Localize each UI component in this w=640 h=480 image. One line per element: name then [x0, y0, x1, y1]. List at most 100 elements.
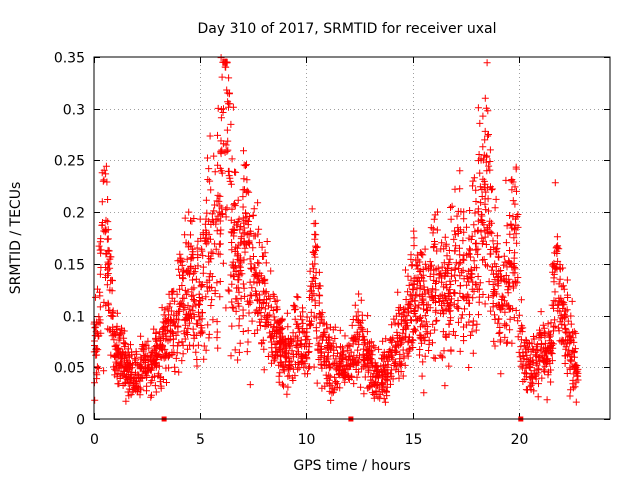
- data-point: [114, 345, 122, 353]
- data-point: [454, 297, 462, 304]
- data-point: [485, 162, 493, 170]
- data-point: [484, 132, 492, 140]
- data-point: [173, 309, 181, 317]
- data-point: [461, 305, 468, 313]
- data-point: [206, 132, 214, 140]
- data-point: [404, 272, 412, 280]
- data-point: [193, 356, 201, 363]
- data-point: [207, 248, 215, 256]
- data-point: [306, 267, 314, 275]
- data-point: [225, 74, 233, 82]
- data-point: [232, 243, 240, 251]
- data-point: [470, 257, 478, 265]
- data-point: [129, 388, 137, 396]
- data-point: [522, 345, 530, 353]
- data-point: [413, 284, 421, 292]
- data-point: [427, 224, 435, 232]
- data-point: [136, 384, 144, 392]
- data-point: [394, 288, 402, 296]
- data-point: [175, 368, 183, 376]
- data-point: [286, 339, 294, 347]
- data-point: [116, 359, 124, 367]
- data-point: [570, 328, 578, 336]
- data-point: [304, 349, 312, 356]
- data-point: [227, 180, 235, 188]
- data-point: [510, 314, 518, 322]
- data-point: [506, 326, 514, 334]
- data-point: [302, 340, 310, 348]
- data-point: [150, 325, 158, 333]
- data-point: [408, 262, 416, 270]
- data-point: [228, 246, 236, 254]
- data-point: [488, 185, 496, 193]
- data-point: [213, 328, 221, 336]
- data-point: [506, 315, 514, 323]
- data-point: [148, 373, 156, 381]
- data-point: [538, 340, 546, 348]
- data-point: [242, 209, 249, 217]
- data-point: [367, 338, 375, 346]
- data-point: [488, 186, 495, 194]
- data-point: [334, 380, 341, 388]
- data-point: [224, 98, 232, 106]
- data-point: [441, 272, 449, 280]
- data-point: [350, 335, 358, 343]
- data-point: [481, 227, 489, 235]
- data-point: [427, 266, 435, 274]
- data-point: [482, 241, 490, 248]
- data-point: [122, 340, 130, 348]
- data-point: [242, 188, 250, 196]
- data-point: [172, 331, 180, 339]
- data-point: [214, 212, 222, 220]
- data-point: [214, 344, 222, 352]
- data-point: [190, 269, 198, 277]
- data-point: [279, 362, 287, 370]
- data-point: [204, 176, 212, 183]
- data-point: [170, 319, 178, 327]
- data-point: [476, 169, 484, 177]
- data-point: [443, 252, 451, 260]
- data-point: [171, 363, 179, 371]
- data-point: [492, 195, 500, 203]
- data-point: [260, 345, 268, 353]
- data-point: [514, 317, 522, 325]
- data-point: [446, 299, 454, 307]
- data-point: [467, 331, 474, 339]
- data-point: [480, 177, 488, 185]
- data-point: [405, 333, 413, 341]
- data-point: [482, 206, 490, 214]
- data-point: [448, 295, 455, 303]
- data-point: [213, 318, 221, 326]
- data-point: [114, 369, 122, 377]
- data-point: [214, 131, 221, 139]
- data-point: [109, 277, 116, 285]
- data-point: [253, 326, 261, 334]
- data-point: [455, 265, 463, 273]
- data-point: [546, 330, 554, 338]
- data-point: [429, 320, 437, 328]
- data-point: [165, 311, 173, 319]
- data-point: [451, 247, 459, 255]
- data-point: [113, 309, 121, 317]
- data-point: [364, 347, 372, 355]
- data-point: [304, 335, 312, 343]
- data-point: [225, 287, 233, 295]
- y-tick-label: 0.35: [54, 51, 85, 67]
- data-point: [427, 288, 435, 296]
- data-point: [421, 333, 429, 341]
- data-point: [426, 304, 434, 312]
- data-point: [550, 274, 558, 282]
- data-point: [268, 332, 276, 340]
- data-point: [390, 315, 398, 323]
- data-point: [189, 342, 197, 350]
- data-point: [522, 386, 530, 394]
- data-point: [564, 337, 572, 345]
- data-point: [409, 281, 417, 288]
- data-point: [508, 176, 516, 183]
- data-point: [254, 310, 262, 317]
- data-point: [408, 316, 415, 324]
- data-point: [204, 321, 212, 329]
- data-point: [165, 364, 173, 372]
- data-point: [352, 312, 360, 320]
- data-point: [217, 226, 225, 234]
